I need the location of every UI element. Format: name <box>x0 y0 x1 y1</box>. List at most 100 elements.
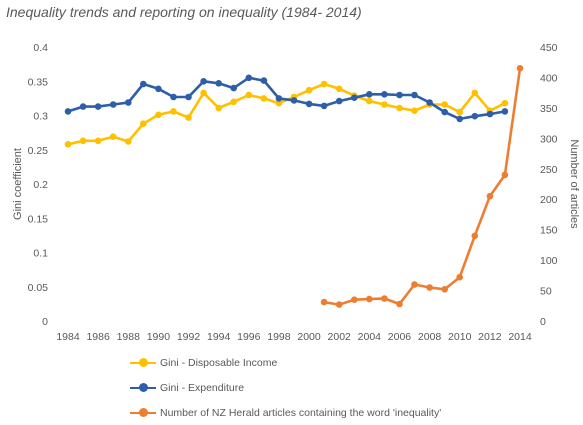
legend-swatch-herald-articles <box>130 408 156 418</box>
data-point <box>109 101 117 108</box>
data-point <box>109 133 117 140</box>
y-right-tick-label: 400 <box>540 72 558 84</box>
data-point <box>381 91 388 98</box>
data-point <box>501 171 509 179</box>
y-axis-left-title: Gini coefficient <box>12 148 24 220</box>
data-point <box>456 273 464 281</box>
data-point <box>320 80 328 88</box>
data-point <box>290 97 298 104</box>
data-point <box>501 99 509 107</box>
series-line <box>322 67 522 306</box>
data-point <box>471 232 479 240</box>
x-tick-label: 1992 <box>177 331 201 343</box>
y-left-tick-label: 0.05 <box>28 282 49 294</box>
y-right-tick-label: 100 <box>540 255 558 267</box>
legend-item-disposable-income: Gini - Disposable Income <box>130 350 441 375</box>
data-point <box>230 98 237 106</box>
data-point <box>335 301 343 308</box>
legend-marker <box>138 358 148 367</box>
legend-label-herald-articles: Number of NZ Herald articles containing … <box>160 406 442 419</box>
y-right-tick-label: 50 <box>540 286 552 298</box>
legend-item-expenditure: Gini - Expenditure <box>130 375 441 400</box>
data-point <box>230 84 237 92</box>
data-point <box>320 102 328 110</box>
data-point <box>456 108 464 116</box>
series-line <box>66 76 507 121</box>
data-point <box>471 89 479 97</box>
y-left-tick-label: 0.35 <box>28 76 49 88</box>
data-point <box>140 120 147 127</box>
x-tick-label: 1984 <box>56 331 80 343</box>
series-1 <box>64 74 509 123</box>
data-point <box>335 85 343 93</box>
data-point <box>305 86 313 94</box>
y-right-tick-label: 450 <box>540 42 558 54</box>
y-right-tick-label: 250 <box>540 164 558 176</box>
data-point <box>426 99 433 106</box>
x-tick-label: 2010 <box>448 331 472 343</box>
data-point <box>441 101 449 108</box>
series-line <box>66 82 507 146</box>
data-point <box>125 138 132 145</box>
legend-item-herald-articles: Number of NZ Herald articles containing … <box>130 400 441 425</box>
data-point <box>381 295 388 302</box>
y-left-tick-label: 0.15 <box>28 213 49 225</box>
data-point <box>215 80 222 87</box>
data-point <box>170 108 177 115</box>
legend-swatch-disposable-income <box>130 358 156 368</box>
data-point <box>260 77 268 84</box>
x-tick-label: 2008 <box>418 331 442 343</box>
data-point <box>320 298 328 306</box>
data-point <box>456 115 464 123</box>
data-point <box>245 91 253 99</box>
x-tick-label: 1998 <box>267 331 291 343</box>
data-point <box>260 95 268 102</box>
data-point <box>471 112 479 120</box>
data-point <box>64 141 72 148</box>
data-point <box>245 74 253 82</box>
data-point <box>441 108 449 116</box>
y-right-tick-label: 200 <box>540 194 558 206</box>
data-point <box>275 99 283 107</box>
data-point <box>366 91 373 98</box>
y-left-tick-label: 0.1 <box>33 248 48 260</box>
data-point <box>426 284 433 291</box>
data-point <box>125 99 132 106</box>
data-point <box>366 97 373 105</box>
y-left-tick-label: 0.4 <box>33 42 48 54</box>
data-point <box>335 97 343 105</box>
data-point <box>411 281 418 288</box>
data-point <box>94 137 102 145</box>
y-right-tick-label: 300 <box>540 133 558 145</box>
data-point <box>441 286 449 293</box>
x-tick-label: 1996 <box>237 331 261 343</box>
legend: Gini - Disposable Income Gini - Expendit… <box>130 350 441 425</box>
data-point <box>94 103 102 110</box>
x-tick-label: 1994 <box>207 331 231 343</box>
x-tick-label: 2004 <box>358 331 382 343</box>
x-tick-label: 2012 <box>478 331 502 343</box>
data-point <box>486 110 494 118</box>
data-point <box>381 101 388 108</box>
legend-marker <box>138 408 148 417</box>
data-point <box>200 78 207 85</box>
chart-title: Inequality trends and reporting on inequ… <box>6 4 362 20</box>
x-tick-label: 1990 <box>147 331 171 343</box>
data-point <box>396 91 403 99</box>
x-tick-label: 2006 <box>388 331 412 343</box>
data-point <box>486 192 494 200</box>
data-point <box>64 108 72 115</box>
data-point <box>79 137 87 145</box>
data-point <box>351 296 358 304</box>
x-tick-label: 2000 <box>297 331 321 343</box>
y-left-tick-label: 0.25 <box>28 145 49 157</box>
y-left-tick-label: 0 <box>42 316 48 328</box>
y-axis-right-title: Number of articles <box>568 139 580 229</box>
legend-label-expenditure: Gini - Expenditure <box>160 381 245 394</box>
data-point <box>155 85 162 93</box>
data-point <box>140 80 147 88</box>
legend-label-disposable-income: Gini - Disposable Income <box>160 356 278 369</box>
y-left-tick-label: 0.2 <box>33 179 48 191</box>
data-point <box>411 107 418 114</box>
